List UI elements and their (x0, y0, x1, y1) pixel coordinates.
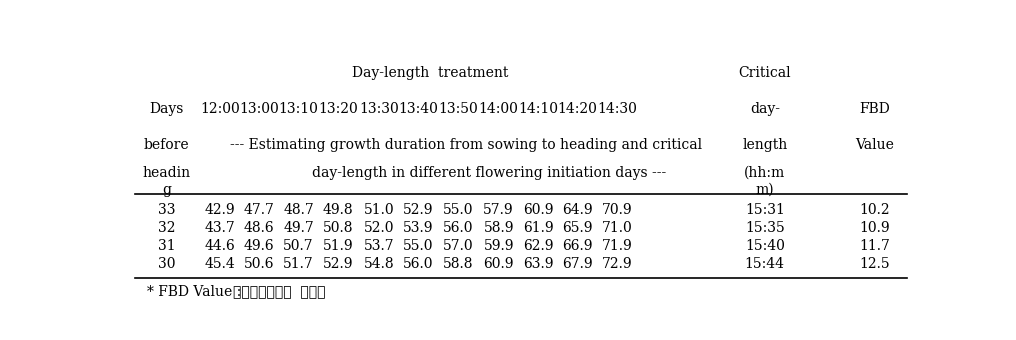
Text: 12.5: 12.5 (860, 257, 890, 271)
Text: 화아분화까지의  누적값: 화아분화까지의 누적값 (234, 285, 326, 299)
Text: 45.4: 45.4 (204, 257, 236, 271)
Text: 15:40: 15:40 (745, 239, 784, 253)
Text: 55.0: 55.0 (403, 239, 434, 253)
Text: 57.0: 57.0 (442, 239, 473, 253)
Text: 33: 33 (157, 203, 175, 217)
Text: 14:00: 14:00 (479, 102, 518, 116)
Text: 61.9: 61.9 (522, 221, 554, 235)
Text: 48.7: 48.7 (283, 203, 314, 217)
Text: * FBD Value :: * FBD Value : (146, 285, 245, 299)
Text: 54.8: 54.8 (364, 257, 394, 271)
Text: 52.0: 52.0 (364, 221, 394, 235)
Text: 11.7: 11.7 (860, 239, 890, 253)
Text: 13:50: 13:50 (438, 102, 478, 116)
Text: 57.9: 57.9 (484, 203, 514, 217)
Text: length: length (742, 138, 787, 152)
Text: 62.9: 62.9 (523, 239, 554, 253)
Text: 49.8: 49.8 (323, 203, 354, 217)
Text: 43.7: 43.7 (204, 221, 236, 235)
Text: Day-length  treatment: Day-length treatment (352, 66, 508, 80)
Text: 63.9: 63.9 (523, 257, 554, 271)
Text: 13:30: 13:30 (359, 102, 399, 116)
Text: 10.9: 10.9 (860, 221, 890, 235)
Text: before: before (143, 138, 189, 152)
Text: 51.9: 51.9 (323, 239, 354, 253)
Text: 50.6: 50.6 (244, 257, 274, 271)
Text: 31: 31 (157, 239, 175, 253)
Text: --- Estimating growth duration from sowing to heading and critical: --- Estimating growth duration from sowi… (230, 138, 702, 152)
Text: Value: Value (855, 138, 894, 152)
Text: 47.7: 47.7 (244, 203, 274, 217)
Text: Days: Days (149, 102, 184, 116)
Text: 60.9: 60.9 (484, 257, 514, 271)
Text: day-: day- (750, 102, 780, 116)
Text: g: g (162, 183, 171, 197)
Text: 64.9: 64.9 (562, 203, 592, 217)
Text: 13:40: 13:40 (398, 102, 438, 116)
Text: Critical: Critical (739, 66, 791, 80)
Text: 72.9: 72.9 (601, 257, 632, 271)
Text: 13:20: 13:20 (318, 102, 358, 116)
Text: 56.0: 56.0 (442, 221, 473, 235)
Text: 53.9: 53.9 (403, 221, 434, 235)
Text: 15:44: 15:44 (745, 257, 784, 271)
Text: headin: headin (142, 166, 190, 180)
Text: 49.7: 49.7 (283, 221, 314, 235)
Text: 32: 32 (157, 221, 175, 235)
Text: 59.9: 59.9 (484, 239, 514, 253)
Text: 15:35: 15:35 (745, 221, 784, 235)
Text: 10.2: 10.2 (860, 203, 890, 217)
Text: day-length in different flowering initiation days ---: day-length in different flowering initia… (312, 166, 666, 180)
Text: (hh:m: (hh:m (744, 166, 785, 180)
Text: 70.9: 70.9 (601, 203, 632, 217)
Text: 48.6: 48.6 (244, 221, 274, 235)
Text: 60.9: 60.9 (523, 203, 554, 217)
Text: 15:31: 15:31 (745, 203, 784, 217)
Text: 51.7: 51.7 (283, 257, 314, 271)
Text: 52.9: 52.9 (323, 257, 354, 271)
Text: 14:30: 14:30 (596, 102, 637, 116)
Text: 66.9: 66.9 (562, 239, 592, 253)
Text: 12:00: 12:00 (200, 102, 240, 116)
Text: 14:20: 14:20 (558, 102, 597, 116)
Text: 67.9: 67.9 (562, 257, 592, 271)
Text: 58.9: 58.9 (484, 221, 514, 235)
Text: 51.0: 51.0 (364, 203, 394, 217)
Text: m): m) (756, 183, 774, 197)
Text: 53.7: 53.7 (364, 239, 394, 253)
Text: 58.8: 58.8 (442, 257, 473, 271)
Text: 49.6: 49.6 (244, 239, 274, 253)
Text: 50.8: 50.8 (323, 221, 354, 235)
Text: 30: 30 (157, 257, 175, 271)
Text: 56.0: 56.0 (403, 257, 434, 271)
Text: 13:10: 13:10 (278, 102, 319, 116)
Text: 71.0: 71.0 (601, 221, 632, 235)
Text: 52.9: 52.9 (403, 203, 434, 217)
Text: 14:10: 14:10 (518, 102, 558, 116)
Text: 42.9: 42.9 (204, 203, 236, 217)
Text: 65.9: 65.9 (562, 221, 592, 235)
Text: 13:00: 13:00 (240, 102, 279, 116)
Text: FBD: FBD (860, 102, 890, 116)
Text: 71.9: 71.9 (601, 239, 632, 253)
Text: 50.7: 50.7 (283, 239, 314, 253)
Text: 55.0: 55.0 (442, 203, 473, 217)
Text: 44.6: 44.6 (204, 239, 236, 253)
